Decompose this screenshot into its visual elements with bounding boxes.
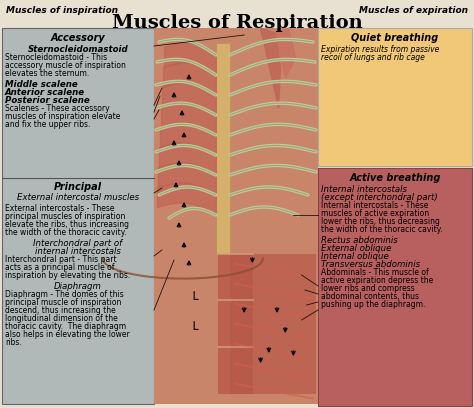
Text: Active breathing: Active breathing: [349, 173, 441, 183]
Text: muscles of inspiration elevate: muscles of inspiration elevate: [5, 112, 120, 121]
FancyBboxPatch shape: [318, 28, 472, 166]
Text: the width of the thoracic cavity.: the width of the thoracic cavity.: [321, 225, 443, 234]
Text: also helps in elevating the lower: also helps in elevating the lower: [5, 330, 130, 339]
Text: lower the ribs, thus decreasing: lower the ribs, thus decreasing: [321, 217, 440, 226]
Text: abdominal contents, thus: abdominal contents, thus: [321, 292, 419, 301]
FancyBboxPatch shape: [318, 168, 472, 406]
Text: elevates the sternum.: elevates the sternum.: [5, 69, 89, 78]
FancyBboxPatch shape: [2, 28, 154, 404]
Text: ribs.: ribs.: [5, 338, 22, 347]
Polygon shape: [275, 28, 296, 78]
Text: principal muscles of inspiration: principal muscles of inspiration: [5, 212, 126, 221]
Text: Interchondral part - This part: Interchondral part - This part: [5, 255, 117, 264]
FancyBboxPatch shape: [218, 254, 253, 394]
Text: Diaphragm - The domes of this: Diaphragm - The domes of this: [5, 290, 124, 299]
Text: the width of the thoracic cavity.: the width of the thoracic cavity.: [5, 228, 127, 237]
Text: Muscles of expiration: Muscles of expiration: [359, 6, 468, 15]
Text: Expiration results from passive: Expiration results from passive: [321, 45, 439, 54]
Text: External oblique: External oblique: [321, 244, 392, 253]
Text: Rectus abdominis: Rectus abdominis: [321, 236, 398, 245]
Text: recoil of lungs and rib cage: recoil of lungs and rib cage: [321, 53, 425, 62]
Text: thoracic cavity.  The diaphragm: thoracic cavity. The diaphragm: [5, 322, 126, 331]
Text: External intercostals - These: External intercostals - These: [5, 204, 115, 213]
Text: principal muscle of inspiration: principal muscle of inspiration: [5, 298, 121, 307]
Text: Sternocleidomastoid: Sternocleidomastoid: [27, 45, 128, 54]
Text: (except interchondral part): (except interchondral part): [321, 193, 438, 202]
Text: accessory muscle of inspiration: accessory muscle of inspiration: [5, 61, 126, 70]
Text: inspiration by elevating the ribs.: inspiration by elevating the ribs.: [5, 271, 130, 280]
Text: elevate the ribs, thus increasing: elevate the ribs, thus increasing: [5, 220, 129, 229]
Text: Accessory: Accessory: [51, 33, 105, 43]
Text: External intercostal muscles: External intercostal muscles: [17, 193, 139, 202]
Text: Internal intercostals: Internal intercostals: [321, 185, 407, 194]
Text: Scalenes - These accessory: Scalenes - These accessory: [5, 104, 109, 113]
Text: Internal intercostals - These: Internal intercostals - These: [321, 201, 428, 210]
Text: Diaphragm: Diaphragm: [54, 282, 102, 291]
Text: Quiet breathing: Quiet breathing: [351, 33, 438, 43]
Text: internal intercostals: internal intercostals: [35, 247, 121, 256]
Text: Transversus abdominis: Transversus abdominis: [321, 260, 420, 269]
Text: Abdominals - This muscle of: Abdominals - This muscle of: [321, 268, 429, 277]
Text: Principal: Principal: [54, 182, 102, 192]
Text: Anterior scalene: Anterior scalene: [5, 88, 85, 97]
Text: acts as a principal muscle of: acts as a principal muscle of: [5, 263, 115, 272]
Text: Middle scalene: Middle scalene: [5, 80, 78, 89]
Polygon shape: [261, 28, 281, 108]
Text: Internal oblique: Internal oblique: [321, 252, 389, 261]
Text: Posterior scalene: Posterior scalene: [5, 96, 90, 105]
Text: └: └: [189, 293, 197, 307]
Text: muscles of active expiration: muscles of active expiration: [321, 209, 429, 218]
FancyBboxPatch shape: [230, 254, 316, 394]
Text: lower ribs and compress: lower ribs and compress: [321, 284, 415, 293]
Text: descend, thus increasing the: descend, thus increasing the: [5, 306, 116, 315]
Text: Sternocleidomastoid - This: Sternocleidomastoid - This: [5, 53, 107, 62]
Text: and fix the upper ribs.: and fix the upper ribs.: [5, 120, 91, 129]
Text: active expiration depress the: active expiration depress the: [321, 276, 433, 285]
Text: └: └: [189, 323, 197, 337]
FancyBboxPatch shape: [216, 43, 230, 254]
Text: pushing up the diaphragm.: pushing up the diaphragm.: [321, 300, 425, 309]
Text: Muscles of inspiration: Muscles of inspiration: [6, 6, 118, 15]
Text: longitudinal dimension of the: longitudinal dimension of the: [5, 314, 118, 323]
FancyBboxPatch shape: [154, 28, 318, 404]
Text: Interchondral part of: Interchondral part of: [34, 239, 123, 248]
Text: Muscles of Respiration: Muscles of Respiration: [111, 14, 363, 32]
